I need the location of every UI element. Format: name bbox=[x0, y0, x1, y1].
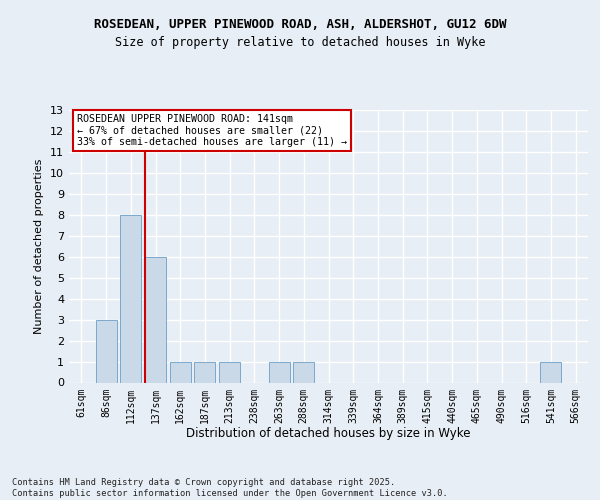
Bar bbox=[293, 362, 314, 382]
Bar bbox=[95, 320, 116, 382]
Bar bbox=[120, 215, 141, 382]
X-axis label: Distribution of detached houses by size in Wyke: Distribution of detached houses by size … bbox=[186, 427, 471, 440]
Y-axis label: Number of detached properties: Number of detached properties bbox=[34, 158, 44, 334]
Text: ROSEDEAN, UPPER PINEWOOD ROAD, ASH, ALDERSHOT, GU12 6DW: ROSEDEAN, UPPER PINEWOOD ROAD, ASH, ALDE… bbox=[94, 18, 506, 30]
Text: Size of property relative to detached houses in Wyke: Size of property relative to detached ho… bbox=[115, 36, 485, 49]
Bar bbox=[145, 256, 166, 382]
Text: ROSEDEAN UPPER PINEWOOD ROAD: 141sqm
← 67% of detached houses are smaller (22)
3: ROSEDEAN UPPER PINEWOOD ROAD: 141sqm ← 6… bbox=[77, 114, 347, 148]
Bar bbox=[269, 362, 290, 382]
Bar bbox=[170, 362, 191, 382]
Bar bbox=[219, 362, 240, 382]
Bar bbox=[541, 362, 562, 382]
Text: Contains HM Land Registry data © Crown copyright and database right 2025.
Contai: Contains HM Land Registry data © Crown c… bbox=[12, 478, 448, 498]
Bar bbox=[194, 362, 215, 382]
